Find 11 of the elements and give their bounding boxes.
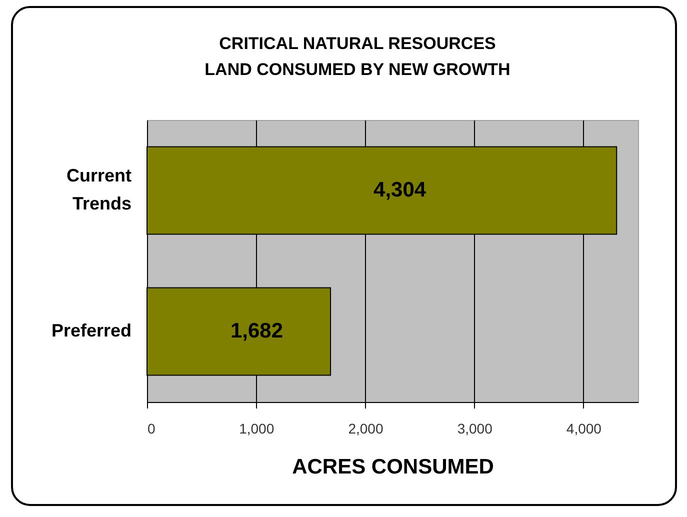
y-tick-label: Current Trends	[66, 166, 132, 214]
data-label: 4,304	[374, 178, 426, 202]
data-label: 1,682	[230, 320, 284, 342]
chart-title: CRITICAL NATURAL RESOURCES LAND CONSUMED BY NEW GROWTH	[204, 34, 510, 79]
x-tick-label: 3,000	[457, 420, 493, 436]
x-tick-label: 4,000	[566, 420, 602, 436]
x-axis-title: ACRES CONSUMED	[292, 456, 494, 478]
x-tick-label: 1,000	[239, 420, 274, 436]
x-tick-label: 0	[148, 420, 156, 436]
y-tick-label: Preferred	[51, 320, 132, 340]
x-tick-label: 2,000	[348, 420, 384, 436]
